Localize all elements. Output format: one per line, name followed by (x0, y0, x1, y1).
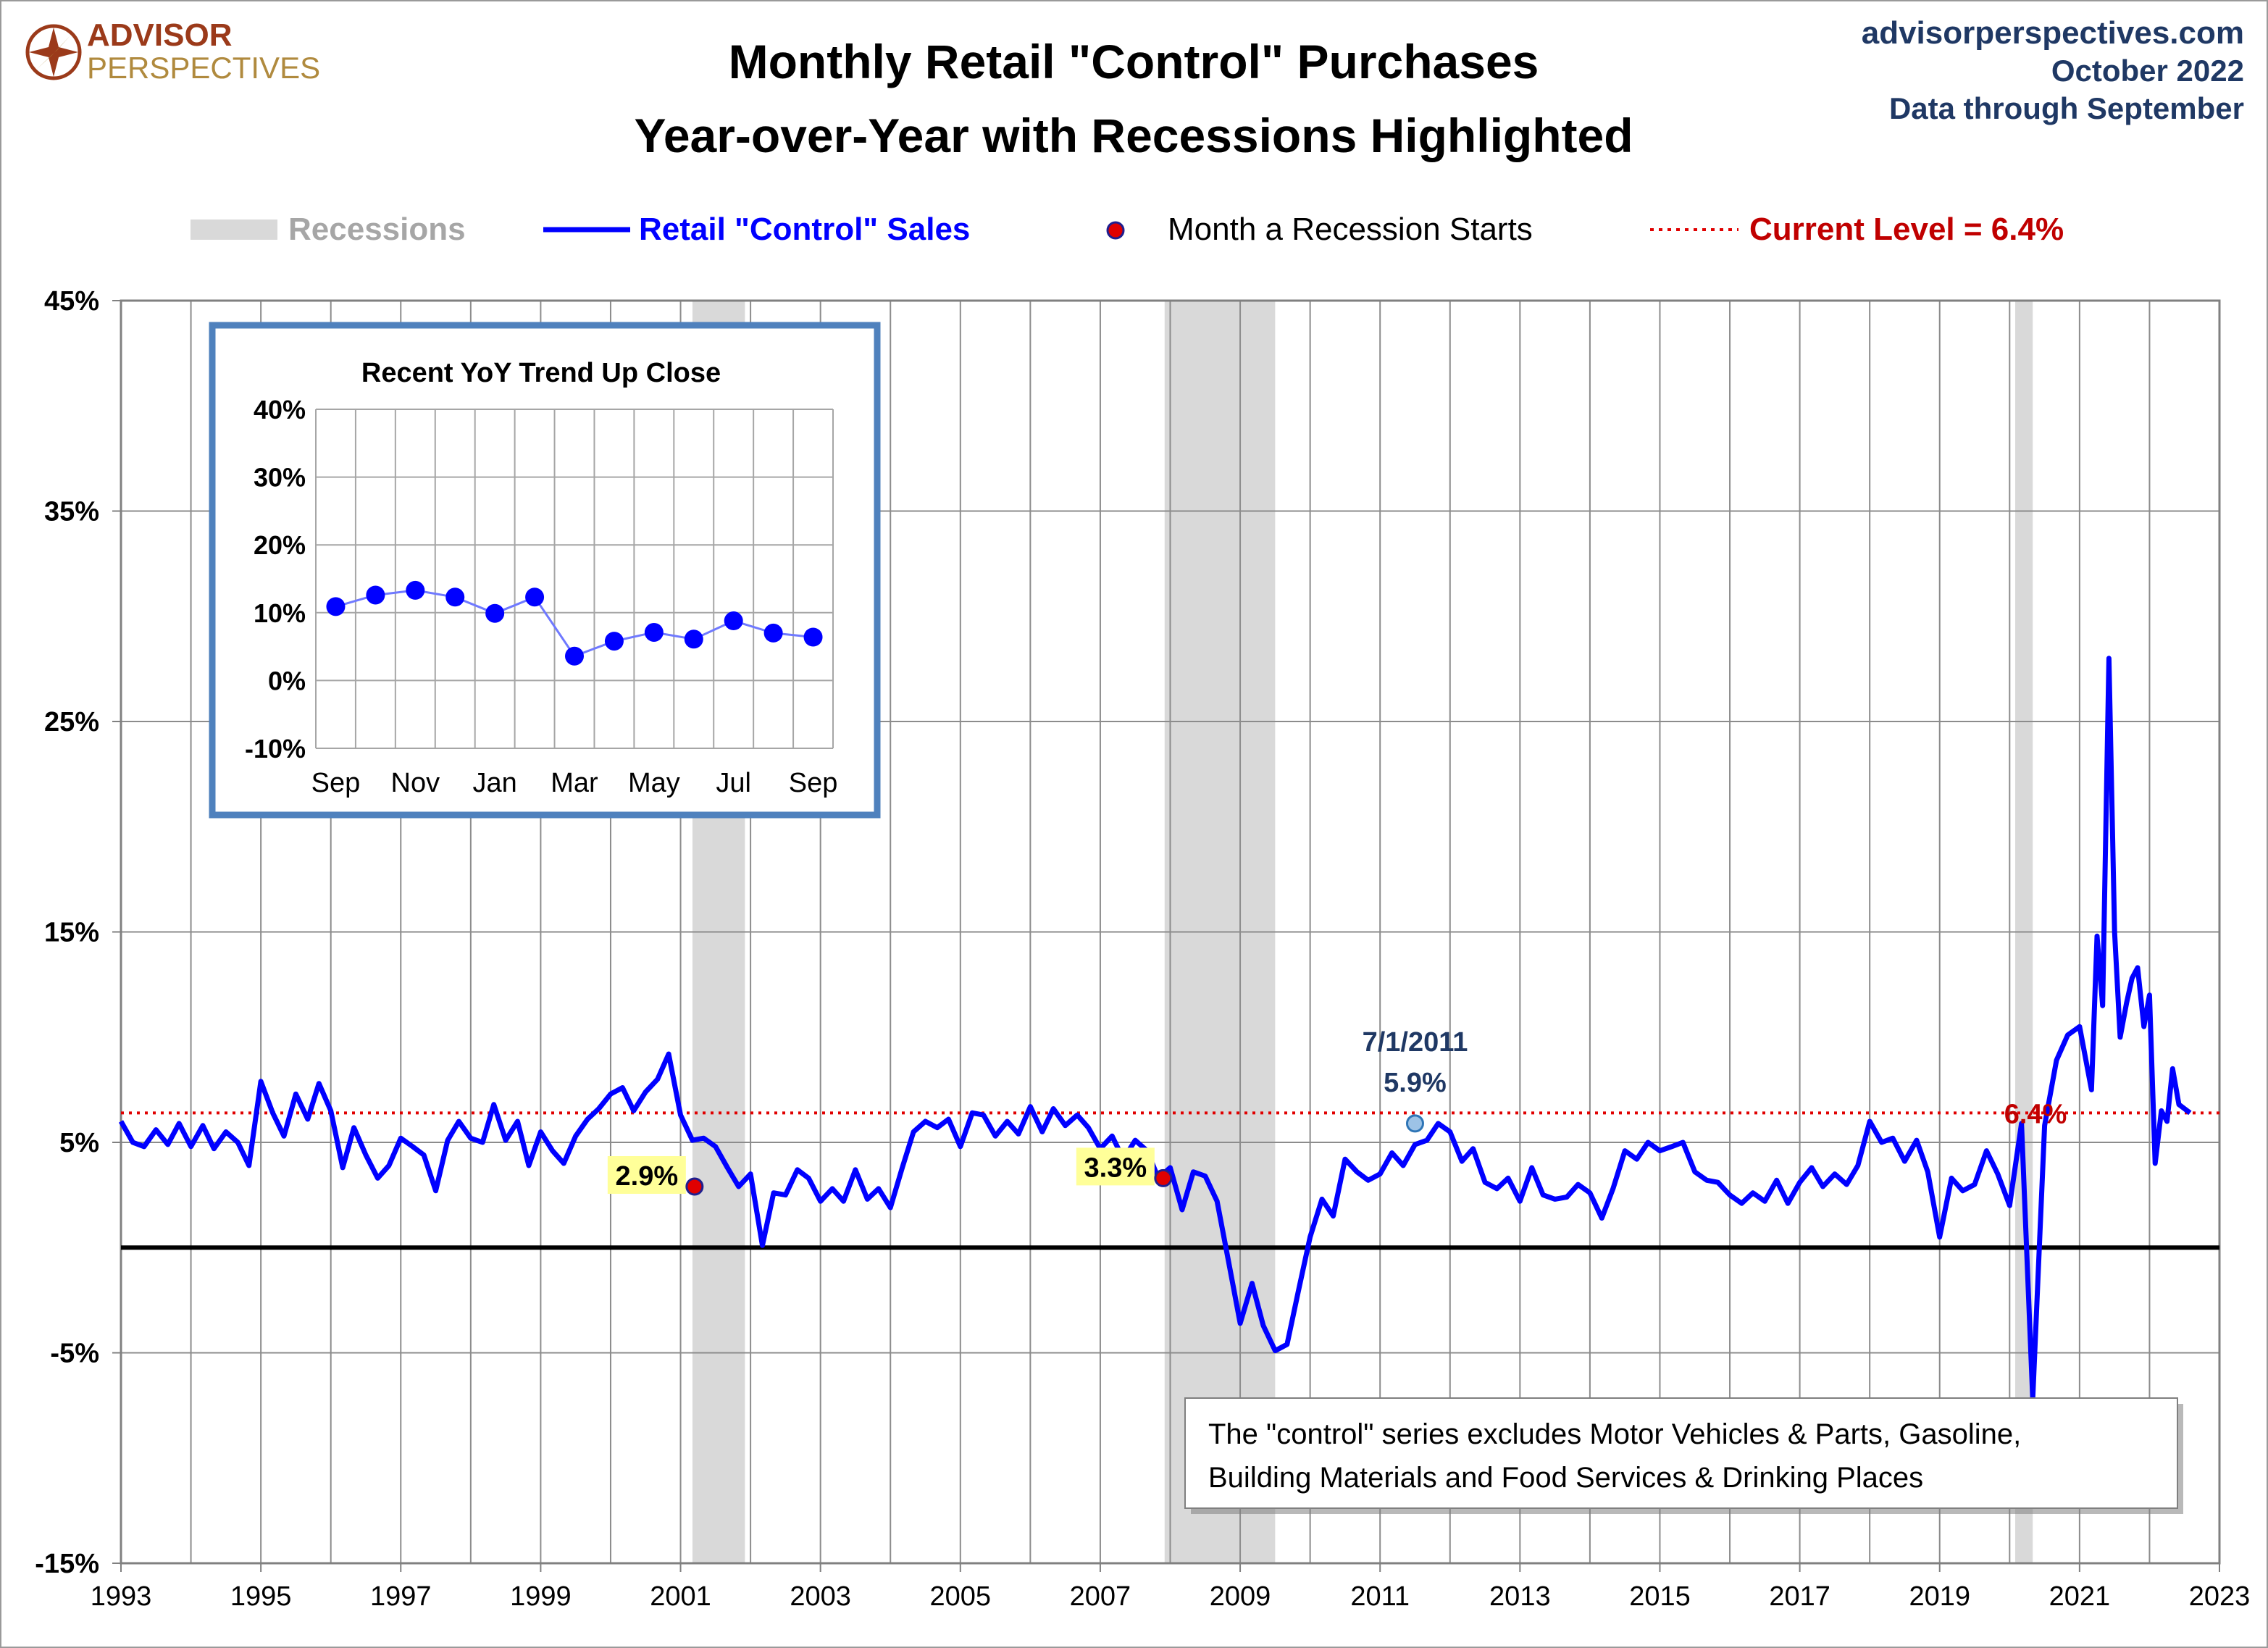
logo: ADVISOR PERSPECTIVES (25, 17, 320, 85)
x-tick-label: 2017 (1769, 1581, 1830, 1612)
x-tick-label: 1995 (230, 1581, 292, 1612)
inset-data-point (445, 587, 465, 607)
y-tick-label: 15% (44, 918, 99, 948)
series-layer (118, 656, 2192, 1402)
annotation-label: 2.9% (616, 1161, 679, 1192)
compass-icon (25, 24, 82, 80)
x-tick-label: 2023 (2189, 1581, 2251, 1612)
series-line-retail-control-sales (118, 656, 2192, 1402)
inset-y-tick-label: 0% (268, 666, 306, 695)
y-tick-label: -15% (35, 1549, 99, 1579)
inset-data-point (724, 611, 743, 631)
y-axis-ticks: 45% 35% 25% 15% 5% -5% -15% (35, 286, 121, 1579)
inset-data-point (803, 627, 823, 647)
chart-title-line1: Monthly Retail "Control" Purchases (729, 35, 1539, 88)
recession-start-marker (685, 1177, 704, 1196)
inset-y-tick-label: 10% (254, 598, 306, 628)
y-tick-label: 45% (44, 286, 99, 317)
legend-label-recessions: Recessions (288, 212, 466, 247)
inset-x-tick-label: Mar (551, 768, 598, 798)
inset-gridlines (315, 409, 834, 749)
x-tick-label: 1997 (370, 1581, 432, 1612)
annotation-label-bg (607, 1156, 686, 1195)
current-level-label: 6.4% (2004, 1099, 2067, 1129)
x-tick-label: 1999 (510, 1581, 572, 1612)
note-line1: The "control" series excludes Motor Vehi… (1208, 1418, 2021, 1450)
x-tick-label: 2019 (1909, 1581, 1970, 1612)
chart-title-line2: Year-over-Year with Recessions Highlight… (634, 109, 1633, 162)
annotation-value-label: 5.9% (1384, 1068, 1447, 1098)
y-tick-label: 5% (59, 1128, 99, 1158)
inset-data-point (326, 597, 346, 616)
inset-x-axis-ticks: Sep Nov Jan Mar May Jul Sep (311, 768, 838, 798)
inset-x-tick-label: May (628, 768, 680, 798)
logo-line2: PERSPECTIVES (87, 51, 320, 85)
x-tick-label: 1993 (91, 1581, 152, 1612)
x-tick-label: 2011 (1350, 1581, 1410, 1612)
x-tick-label: 2005 (930, 1581, 992, 1612)
y-tick-label: -5% (50, 1339, 99, 1369)
inset-y-axis-ticks: 40% 30% 20% 10% 0% -10% (245, 395, 306, 764)
inset-title: Recent YoY Trend Up Close (361, 358, 721, 388)
legend-label-starts: Month a Recession Starts (1168, 212, 1533, 247)
x-tick-label: 2003 (790, 1581, 851, 1612)
inset-data-point (684, 629, 703, 649)
source-site: advisorperspectives.com (1862, 15, 2244, 51)
x-tick-label: 2001 (650, 1581, 711, 1612)
inset-series (326, 580, 823, 666)
y-tick-label: 25% (44, 707, 99, 737)
legend: Recessions Retail "Control" Sales Month … (191, 212, 2064, 247)
legend-swatch-starts (1106, 221, 1125, 240)
inset-data-point (565, 646, 584, 666)
inset-data-point (763, 623, 783, 643)
x-tick-label: 2007 (1070, 1581, 1131, 1612)
report-date: October 2022 (2051, 54, 2244, 88)
x-tick-label: 2009 (1210, 1581, 1271, 1612)
inset-y-tick-label: -10% (245, 734, 306, 764)
inset-data-point (406, 580, 425, 600)
inset-x-tick-label: Sep (311, 768, 361, 798)
gridlines (121, 300, 2219, 1564)
inset-data-point (604, 632, 624, 651)
inset-x-tick-label: Jan (473, 768, 517, 798)
note-frame (1184, 1397, 2178, 1509)
note-line2: Building Materials and Food Services & D… (1208, 1462, 1923, 1494)
legend-label-series: Retail "Control" Sales (639, 212, 970, 247)
inset-x-tick-label: Nov (391, 768, 440, 798)
inset-chart: Recent YoY Trend Up Close 40% 30% 20% 10% 0%… (209, 322, 881, 819)
inset-frame (209, 322, 881, 819)
highlight-marker (1405, 1114, 1424, 1133)
inset-data-point (525, 587, 545, 607)
annotation-date-label: 7/1/2011 (1363, 1027, 1468, 1058)
inset-x-tick-label: Sep (789, 768, 838, 798)
legend-swatch-recessions (191, 219, 277, 240)
x-axis-ticks: 1993 1995 1997 1999 2001 2003 2005 2007 2009 2011… (91, 1563, 2251, 1612)
inset-y-tick-label: 30% (254, 463, 306, 493)
annotation-label-bg (1076, 1147, 1155, 1186)
inset-data-point (366, 585, 385, 605)
legend-label-current: Current Level = 6.4% (1749, 212, 2064, 247)
logo-line1: ADVISOR (87, 17, 232, 53)
x-tick-label: 2013 (1489, 1581, 1551, 1612)
x-tick-label: 2015 (1629, 1581, 1691, 1612)
recession-start-marker (1154, 1168, 1173, 1187)
annotation-label: 3.3% (1084, 1153, 1147, 1183)
inset-y-tick-label: 40% (254, 395, 306, 424)
y-tick-label: 35% (44, 497, 99, 527)
x-tick-label: 2021 (2049, 1581, 2111, 1612)
annotations: 2.9% 3.3% 7/1/2011 5.9% 6.4% (607, 1027, 2067, 1196)
note-box: The "control" series excludes Motor Vehi… (1184, 1397, 2183, 1514)
inset-data-point (644, 622, 664, 642)
inset-data-point (485, 603, 505, 623)
inset-x-tick-label: Jul (716, 768, 751, 798)
data-through: Data through September (1889, 91, 2244, 125)
inset-y-tick-label: 20% (254, 530, 306, 560)
